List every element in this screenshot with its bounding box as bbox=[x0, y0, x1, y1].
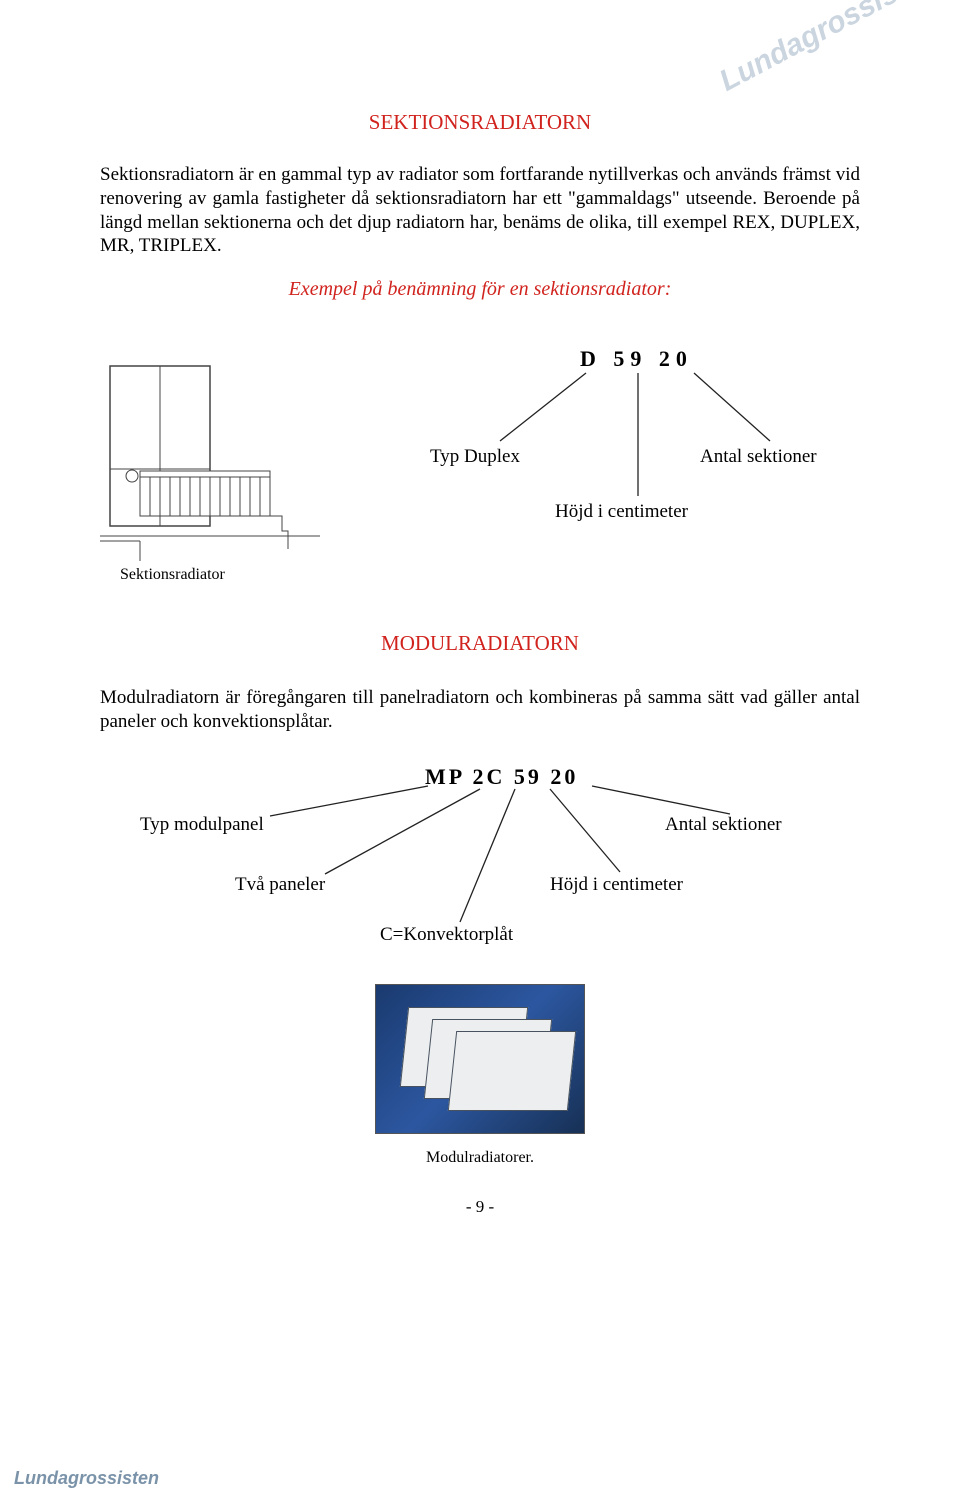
section2-paragraph: Modulradiatorn är föregångaren till pane… bbox=[100, 686, 860, 734]
photo-container: Modulradiatorer. bbox=[100, 984, 860, 1167]
diagram1-lines bbox=[100, 341, 860, 601]
diagram1: Sektionsradiator D 59 20 Typ Duplex Höjd… bbox=[100, 341, 860, 601]
section2-heading: MODULRADIATORN bbox=[100, 631, 860, 656]
watermark-top: Lundagrossisten bbox=[714, 0, 943, 99]
diagram2-lines bbox=[100, 764, 860, 954]
page-content: Lundagrossisten SEKTIONSRADIATORN Sektio… bbox=[0, 0, 960, 1277]
section1-heading: SEKTIONSRADIATORN bbox=[100, 110, 860, 135]
example-heading: Exempel på benämning för en sektionsradi… bbox=[100, 278, 860, 301]
diagram2: MP 2C 59 20 Typ modulpanel Antal sektion… bbox=[100, 764, 860, 954]
modulradiator-photo bbox=[375, 984, 585, 1134]
page-number: - 9 - bbox=[100, 1197, 860, 1217]
watermark-bottom: Lundagrossisten bbox=[14, 1468, 159, 1489]
photo-caption: Modulradiatorer. bbox=[100, 1149, 860, 1167]
section1-paragraph: Sektionsradiatorn är en gammal typ av ra… bbox=[100, 163, 860, 258]
